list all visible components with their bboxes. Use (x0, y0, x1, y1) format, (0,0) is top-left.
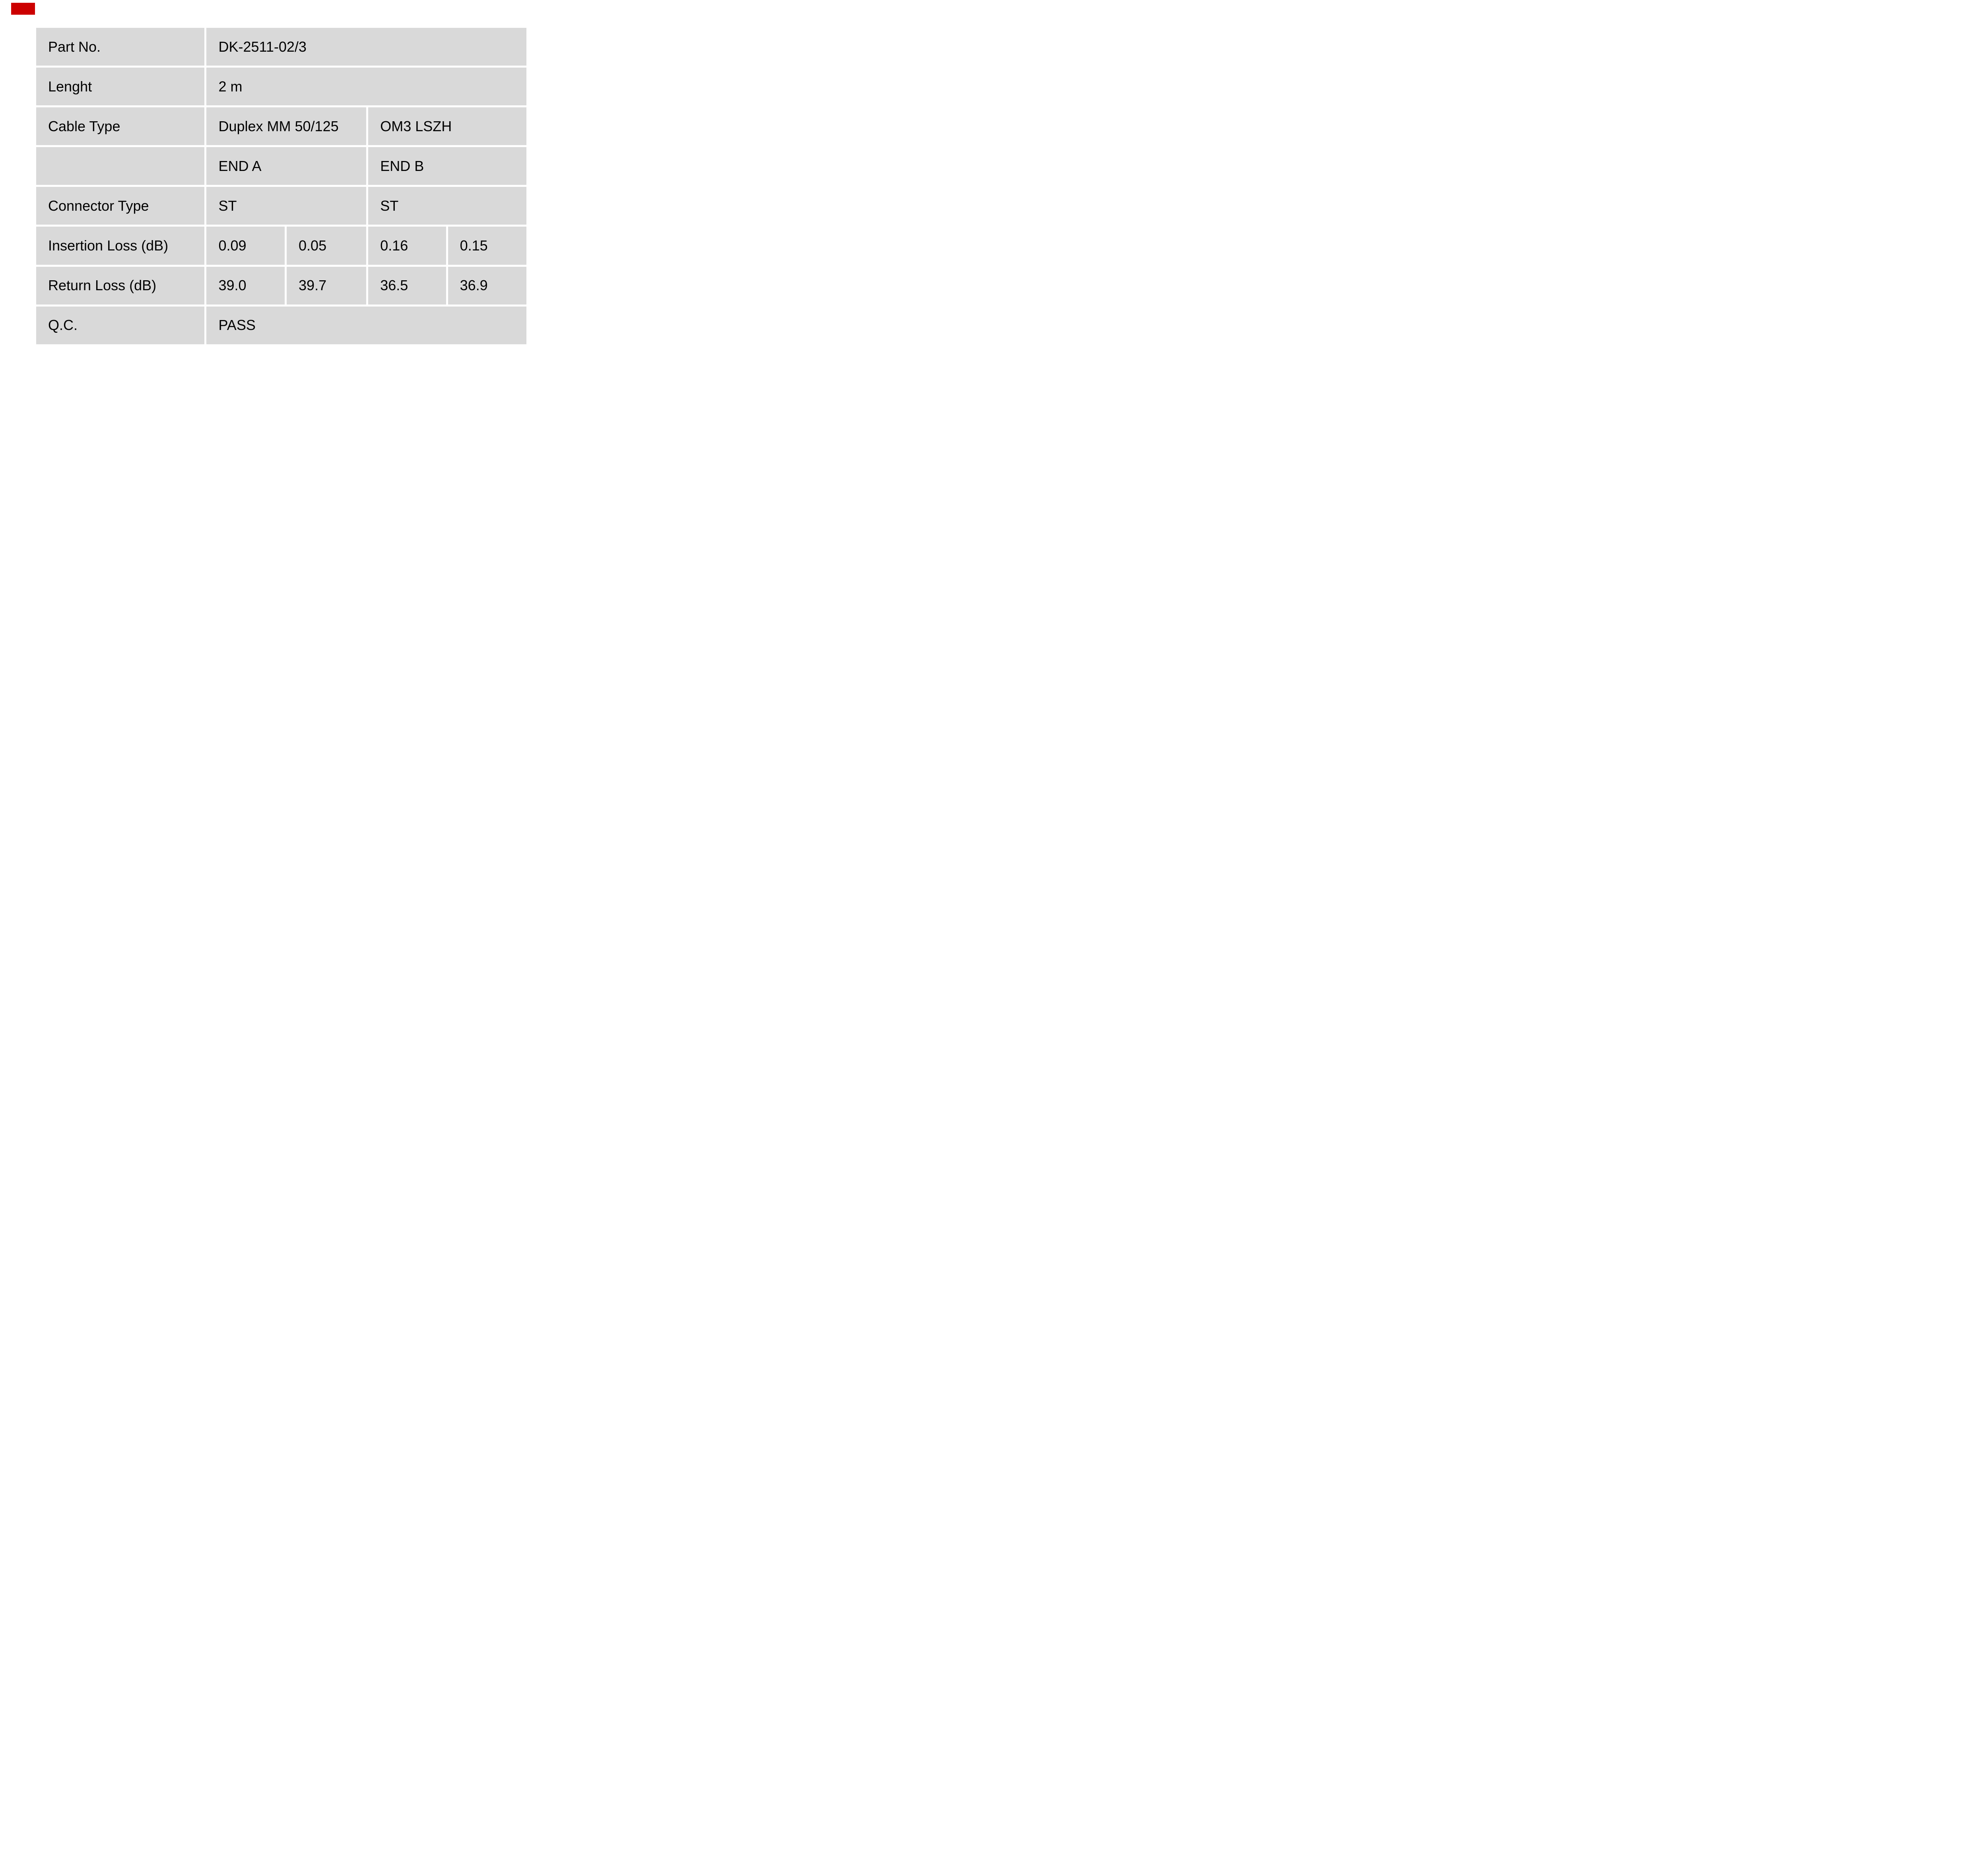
row-label-cell: Lenght (36, 68, 205, 106)
value-cell: END A (206, 147, 367, 185)
value-cell: END B (368, 147, 527, 185)
value-cell: 39.7 (287, 266, 367, 305)
value-cell: 0.05 (287, 227, 367, 265)
value-cell: 36.5 (368, 266, 446, 305)
value-cell: 36.9 (448, 266, 527, 305)
datasheet-page: Part No. DK-2511-02/3 Lenght 2 m Cable Type D… (0, 0, 557, 371)
value-cell: 39.0 (206, 266, 285, 305)
row-label-cell: Cable Type (36, 107, 205, 146)
value-cell: DK-2511-02/3 (206, 27, 527, 66)
value-cell: ST (368, 187, 527, 225)
row-label-cell (36, 147, 205, 185)
row-label-cell: Return Loss (dB) (36, 266, 205, 305)
value-cell: PASS (206, 306, 527, 344)
value-cell: OM3 LSZH (368, 107, 527, 146)
value-cell: ST (206, 187, 367, 225)
row-label-cell: Q.C. (36, 306, 205, 344)
row-label-cell: Connector Type (36, 187, 205, 225)
row-label-cell: Insertion Loss (dB) (36, 227, 205, 265)
spec-table: Part No. DK-2511-02/3 Lenght 2 m Cable Type D… (36, 27, 527, 344)
red-brand-mark (11, 2, 35, 15)
value-cell: 0.15 (448, 227, 527, 265)
value-cell: Duplex MM 50/125 (206, 107, 367, 146)
value-cell: 0.16 (368, 227, 446, 265)
value-cell: 0.09 (206, 227, 285, 265)
value-cell: 2 m (206, 68, 527, 106)
row-label-cell: Part No. (36, 27, 205, 66)
